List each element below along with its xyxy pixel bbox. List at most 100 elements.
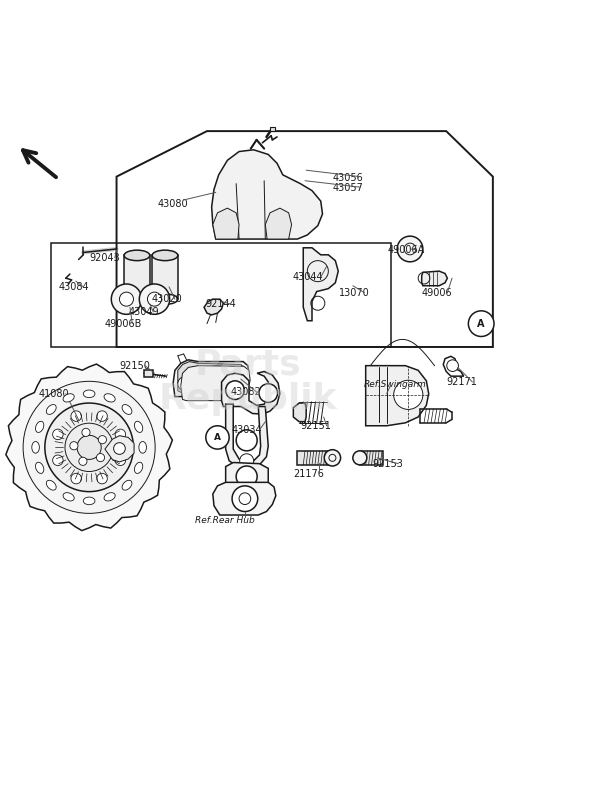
- Ellipse shape: [124, 250, 150, 260]
- Circle shape: [115, 455, 125, 466]
- Text: 49006: 49006: [422, 288, 452, 298]
- Circle shape: [71, 473, 81, 484]
- Bar: [297, 451, 333, 465]
- Circle shape: [45, 403, 134, 491]
- Bar: [152, 256, 178, 299]
- Text: 43084: 43084: [58, 282, 89, 292]
- Circle shape: [140, 284, 170, 314]
- Polygon shape: [213, 483, 276, 515]
- Ellipse shape: [104, 493, 115, 501]
- Ellipse shape: [124, 294, 150, 304]
- Text: 43057: 43057: [332, 183, 363, 193]
- Circle shape: [236, 430, 257, 451]
- Circle shape: [52, 429, 63, 439]
- Circle shape: [97, 411, 107, 421]
- Ellipse shape: [47, 404, 56, 415]
- Ellipse shape: [35, 421, 44, 432]
- Polygon shape: [265, 208, 292, 239]
- Ellipse shape: [83, 497, 95, 505]
- Ellipse shape: [152, 294, 178, 304]
- Text: 13070: 13070: [339, 288, 370, 298]
- Polygon shape: [293, 403, 306, 422]
- Circle shape: [393, 380, 423, 409]
- Text: Republik: Republik: [158, 383, 337, 416]
- Polygon shape: [6, 364, 173, 531]
- Circle shape: [120, 292, 134, 306]
- Text: 92171: 92171: [446, 377, 477, 387]
- Ellipse shape: [104, 394, 115, 402]
- Circle shape: [79, 457, 87, 465]
- Ellipse shape: [83, 390, 95, 398]
- Circle shape: [147, 292, 161, 306]
- Circle shape: [77, 435, 101, 459]
- Text: Ref.Rear Hub: Ref.Rear Hub: [196, 516, 255, 526]
- Circle shape: [97, 473, 107, 484]
- Ellipse shape: [63, 493, 74, 501]
- Text: 21176: 21176: [293, 469, 324, 479]
- Circle shape: [353, 451, 367, 465]
- Circle shape: [468, 311, 494, 336]
- Text: 92144: 92144: [206, 300, 237, 309]
- Polygon shape: [366, 366, 429, 426]
- Text: 43082: 43082: [230, 388, 261, 397]
- Text: 43044: 43044: [293, 272, 323, 282]
- Polygon shape: [303, 248, 338, 320]
- Text: 43034: 43034: [231, 425, 262, 435]
- Ellipse shape: [35, 463, 44, 474]
- Polygon shape: [178, 362, 246, 394]
- Circle shape: [259, 384, 277, 403]
- Circle shape: [236, 466, 257, 487]
- Circle shape: [206, 426, 229, 449]
- Ellipse shape: [63, 394, 74, 402]
- Text: Ref.Swingarm: Ref.Swingarm: [363, 380, 426, 389]
- Text: 92153: 92153: [373, 459, 403, 469]
- Ellipse shape: [152, 250, 178, 260]
- Circle shape: [71, 411, 81, 421]
- Polygon shape: [221, 372, 280, 414]
- Polygon shape: [105, 435, 134, 462]
- Circle shape: [70, 442, 78, 450]
- Polygon shape: [226, 463, 268, 491]
- Ellipse shape: [122, 404, 132, 415]
- Polygon shape: [173, 360, 249, 396]
- Circle shape: [239, 493, 251, 504]
- Text: 49006B: 49006B: [105, 319, 143, 328]
- Circle shape: [178, 377, 192, 391]
- Ellipse shape: [32, 442, 39, 453]
- Circle shape: [98, 435, 107, 443]
- Text: A: A: [478, 319, 485, 328]
- Polygon shape: [422, 271, 448, 286]
- Text: 43049: 43049: [128, 307, 159, 317]
- Polygon shape: [204, 299, 223, 315]
- Circle shape: [65, 423, 113, 471]
- Ellipse shape: [134, 421, 143, 432]
- Bar: [144, 370, 153, 377]
- Text: 43056: 43056: [332, 173, 363, 183]
- Polygon shape: [211, 149, 323, 239]
- Circle shape: [52, 455, 63, 466]
- Ellipse shape: [47, 480, 56, 490]
- Bar: [270, 127, 274, 130]
- Circle shape: [114, 443, 125, 455]
- Text: 92151: 92151: [300, 421, 331, 431]
- Bar: [124, 256, 150, 299]
- Ellipse shape: [122, 480, 132, 490]
- Text: 41080: 41080: [39, 388, 70, 399]
- Text: 43080: 43080: [157, 199, 188, 209]
- Circle shape: [23, 381, 155, 514]
- Circle shape: [97, 454, 105, 462]
- Text: 92043: 92043: [89, 252, 120, 263]
- Circle shape: [232, 486, 258, 511]
- Circle shape: [82, 428, 90, 436]
- Circle shape: [226, 381, 244, 400]
- Circle shape: [447, 360, 458, 372]
- Circle shape: [240, 454, 254, 467]
- Polygon shape: [181, 366, 250, 400]
- Text: 92150: 92150: [120, 360, 150, 371]
- Polygon shape: [213, 208, 239, 239]
- Ellipse shape: [139, 442, 147, 453]
- Text: Parts: Parts: [194, 348, 301, 381]
- Polygon shape: [226, 404, 268, 468]
- Text: 49006A: 49006A: [388, 244, 425, 255]
- Bar: [360, 451, 383, 465]
